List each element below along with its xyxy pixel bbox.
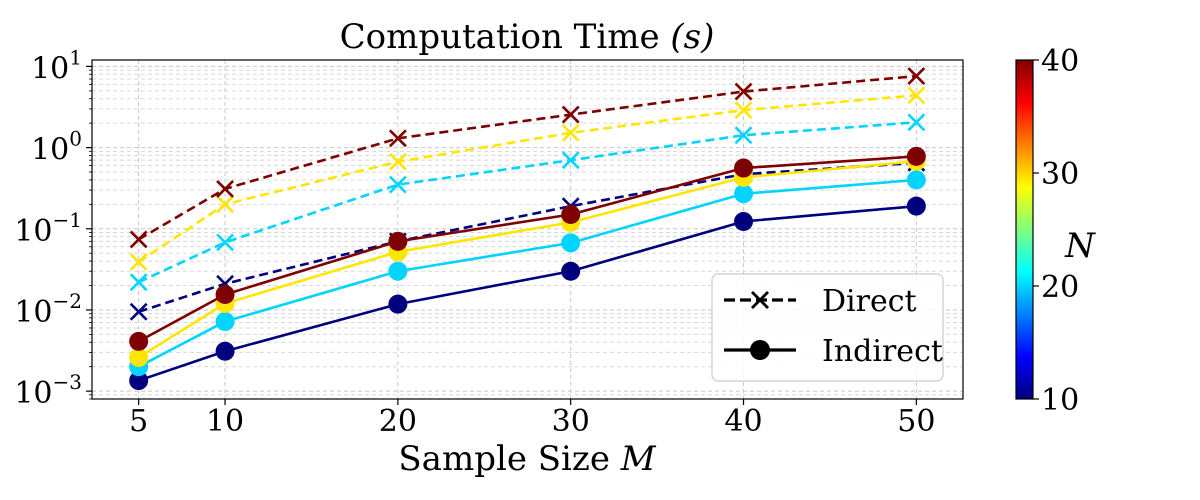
point-indirect-n20-m50 (906, 170, 926, 190)
chart-title: Computation Time (s) (340, 17, 715, 57)
series-indirect-n10 (129, 196, 926, 391)
point-indirect-n10-m5 (129, 371, 149, 391)
point-indirect-n30-m5 (129, 347, 149, 367)
legend-direct-marker (751, 291, 769, 309)
point-direct-n30-m20 (388, 152, 407, 171)
point-indirect-n20-m10 (215, 312, 235, 332)
y-tick-label: 10−3 (14, 370, 82, 411)
point-direct-n30-m5 (129, 253, 148, 271)
series-line-indirect-n30 (137, 159, 917, 359)
point-indirect-n40-m50 (906, 146, 926, 166)
point-direct-n40-m50 (907, 67, 926, 86)
x-tick-label: 20 (379, 404, 417, 439)
x-tick-label: 40 (724, 404, 762, 439)
colorbar-ticks: 10 20 30 40 (1033, 44, 1079, 418)
series-line-indirect-n40 (138, 155, 917, 343)
y-tick-label: 101 (31, 45, 82, 86)
point-indirect-n40-m30 (561, 204, 581, 224)
legend-entry-indirect: Indirect (724, 334, 943, 369)
series-line-direct-n10 (138, 161, 917, 314)
x-tick-label: 10 (206, 404, 244, 439)
point-indirect-n40-m20 (388, 231, 408, 251)
series-direct-n40 (129, 67, 926, 249)
series-layer (129, 67, 926, 391)
series-line-indirect-n10 (138, 204, 917, 382)
legend-label-direct: Direct (822, 284, 917, 319)
plot-frame (91, 59, 964, 400)
y-axis-ticks: 101 100 10−1 10−2 10−3 (14, 45, 92, 411)
legend: Direct Indirect (711, 273, 944, 382)
legend-label-indirect: Indirect (822, 334, 943, 369)
colorbar-tick-label: 10 (1041, 383, 1079, 418)
legend-box (711, 273, 944, 382)
point-direct-n20-m50 (907, 113, 926, 132)
point-direct-n40-m5 (129, 230, 148, 249)
series-line-direct-n40 (138, 74, 917, 241)
point-direct-n40-m20 (388, 129, 407, 148)
point-direct-n40-m40 (734, 82, 753, 101)
point-direct-n10-m5 (129, 302, 148, 321)
series-indirect-n20 (129, 170, 926, 377)
point-direct-n40-m10 (216, 179, 234, 198)
colorbar-gradient (1015, 59, 1034, 400)
point-indirect-n10-m40 (734, 211, 754, 231)
series-line-indirect-n20 (138, 178, 917, 368)
y-tick-label: 10−1 (14, 208, 82, 249)
colorbar: 10 20 30 40 N (1015, 44, 1096, 418)
point-indirect-n10-m50 (906, 196, 926, 216)
point-direct-n20-m10 (216, 233, 234, 252)
point-direct-n30-m10 (216, 195, 234, 214)
series-line-direct-n20 (138, 121, 917, 284)
point-direct-n20-m40 (734, 126, 753, 145)
series-direct-n30 (129, 86, 926, 271)
point-direct-n30-m40 (734, 101, 753, 119)
colorbar-tick-label: 40 (1041, 44, 1079, 79)
point-indirect-n40-m10 (215, 285, 235, 305)
point-direct-n30-m50 (907, 86, 926, 105)
point-indirect-n10-m20 (388, 294, 408, 314)
y-tick-label: 10−2 (14, 289, 82, 330)
point-indirect-n10-m10 (215, 341, 235, 361)
legend-entry-direct: Direct (724, 284, 917, 319)
x-axis-ticks: 5 10 20 30 40 50 (129, 399, 935, 439)
point-direct-n30-m30 (561, 123, 580, 142)
point-direct-n20-m5 (129, 273, 148, 292)
point-indirect-n20-m20 (388, 261, 408, 281)
y-tick-label: 100 (31, 127, 82, 168)
point-indirect-n40-m5 (129, 331, 149, 351)
colorbar-label: N (1064, 226, 1096, 266)
x-tick-label: 5 (129, 404, 148, 439)
x-tick-label: 30 (552, 404, 590, 439)
colorbar-tick-label: 20 (1041, 270, 1079, 305)
series-line-direct-n30 (137, 94, 917, 264)
point-indirect-n20-m30 (561, 233, 581, 253)
x-tick-label: 50 (897, 404, 935, 439)
point-indirect-n20-m40 (734, 184, 754, 204)
point-indirect-n10-m30 (561, 261, 581, 281)
point-direct-n20-m20 (388, 175, 407, 194)
legend-indirect-marker (750, 340, 770, 360)
point-indirect-n40-m40 (734, 158, 754, 178)
point-direct-n20-m30 (561, 151, 580, 170)
x-axis-label: Sample Size M (398, 439, 656, 479)
point-direct-n40-m30 (561, 105, 580, 124)
series-direct-n20 (129, 113, 926, 292)
colorbar-tick-label: 30 (1041, 157, 1079, 192)
series-indirect-n40 (129, 146, 926, 351)
